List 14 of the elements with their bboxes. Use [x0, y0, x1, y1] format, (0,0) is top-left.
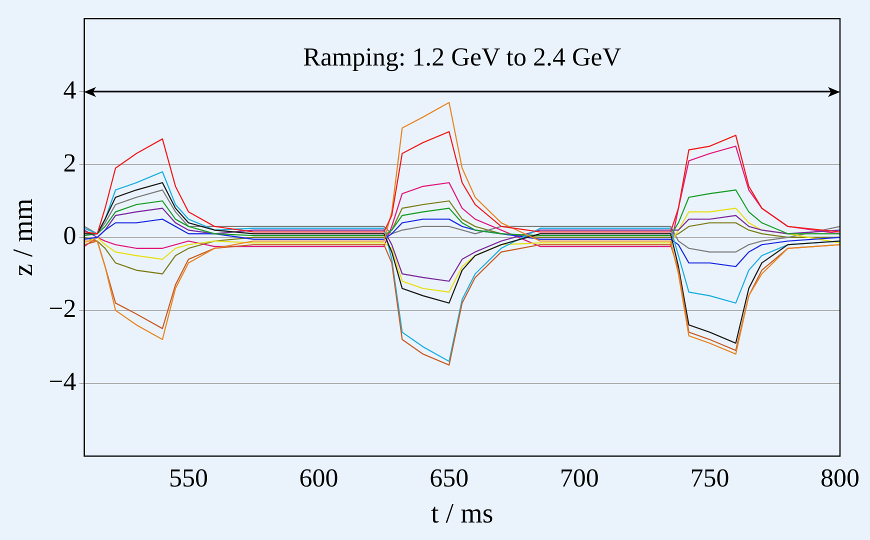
x-tick-label: 700	[560, 464, 599, 493]
y-tick-label: 2	[63, 148, 76, 178]
y-tick-label: −2	[48, 294, 76, 324]
x-tick-label: 600	[299, 464, 338, 493]
annotation: Ramping: 1.2 GeV to 2.4 GeV	[303, 42, 622, 72]
x-tick-label: 800	[820, 464, 860, 493]
y-tick-label: 0	[63, 221, 76, 250]
x-tick-label: 650	[430, 464, 469, 493]
x-axis-title: t / ms	[431, 498, 494, 530]
y-tick-label: −4	[48, 367, 76, 396]
x-tick-label: 750	[690, 464, 730, 493]
y-tick-label: 4	[63, 75, 76, 104]
y-axis-title: z / mm	[8, 198, 40, 276]
x-tick-label: 550	[169, 464, 208, 493]
